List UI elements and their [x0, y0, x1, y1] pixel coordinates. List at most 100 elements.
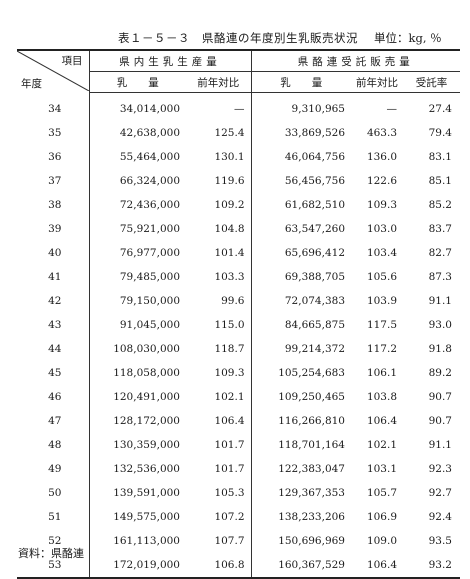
table-row: 41 79,485,000 103.3 69,388,705 105.6 87.3 [17, 265, 460, 289]
prefecture-milk-cell: 118,058,000 [113, 367, 180, 379]
corner-item-label: 項目 [61, 55, 83, 67]
prefecture-ratio-cell: 115.0 [214, 319, 245, 331]
federation-ratio-cell: 106.9 [366, 511, 397, 523]
diagonal-divider [17, 51, 89, 91]
consignment-rate-cell: 85.1 [428, 175, 452, 187]
consignment-rate-cell: 93.5 [428, 535, 452, 547]
consignment-rate-cell: 91.1 [428, 439, 452, 451]
consignment-rate-cell: 90.7 [428, 415, 452, 427]
table-row: 52 161,113,000 107.7 150,696,969 109.0 93.5 [17, 529, 460, 553]
federation-milk-cell: 61,682,510 [250, 193, 351, 217]
federation-milk-cell: 33,869,526 [250, 121, 351, 145]
federation-ratio-cell: 106.1 [366, 367, 397, 379]
federation-ratio-cell: 103.1 [366, 463, 397, 475]
col-header-ratio1: 前年対比 [186, 71, 251, 93]
table-row: 48 130,359,000 101.7 118,701,164 102.1 91.1 [17, 433, 460, 457]
prefecture-milk-cell: 132,536,000 [113, 463, 180, 475]
federation-milk-cell: 129,367,353 [250, 481, 351, 505]
federation-ratio-cell: 105.7 [366, 487, 397, 499]
prefecture-ratio-cell: 119.6 [214, 175, 245, 187]
col-header-ratio2: 前年対比 [351, 71, 403, 93]
year-cell: 48 [17, 433, 90, 457]
prefecture-ratio-cell: 106.8 [186, 553, 251, 579]
consignment-rate-cell: 93.2 [403, 553, 460, 579]
prefecture-milk-cell: 161,113,000 [113, 535, 180, 547]
federation-ratio-cell: 109.0 [366, 535, 397, 547]
prefecture-ratio-cell: 105.3 [214, 487, 245, 499]
col-header-rate: 受託率 [403, 71, 460, 93]
federation-ratio-cell: 136.0 [366, 151, 397, 163]
year-cell: 41 [17, 265, 90, 289]
prefecture-milk-cell: 66,324,000 [119, 175, 180, 187]
consignment-rate-cell: 83.1 [428, 151, 452, 163]
table-row: 50 139,591,000 105.3 129,367,353 105.7 92.7 [17, 481, 460, 505]
year-cell: 49 [17, 457, 90, 481]
consignment-rate-cell: 91.8 [428, 343, 452, 355]
prefecture-milk-cell: 128,172,000 [113, 415, 180, 427]
federation-milk-cell: 46,064,756 [250, 145, 351, 169]
federation-ratio-cell: — [386, 103, 398, 115]
col-header-milk2: 乳 量 [250, 71, 351, 93]
table-row: 37 66,324,000 119.6 56,456,756 122.6 85.1 [17, 169, 460, 193]
year-cell: 45 [17, 361, 90, 385]
federation-ratio-cell: 106.4 [366, 415, 397, 427]
federation-ratio-cell: 103.8 [366, 391, 397, 403]
consignment-rate-cell: 83.7 [428, 223, 452, 235]
federation-ratio-cell: 109.3 [366, 199, 397, 211]
federation-milk-cell: 122,383,047 [250, 457, 351, 481]
prefecture-ratio-cell: 101.7 [214, 463, 245, 475]
federation-ratio-cell: 463.3 [366, 127, 397, 139]
federation-milk-cell: 109,250,465 [250, 385, 351, 409]
prefecture-milk-cell: 34,014,000 [119, 103, 180, 115]
table-row: 36 55,464,000 130.1 46,064,756 136.0 83.1 [17, 145, 460, 169]
year-cell: 44 [17, 337, 90, 361]
prefecture-milk-cell: 55,464,000 [119, 151, 180, 163]
consignment-rate-cell: 92.4 [428, 511, 452, 523]
federation-milk-cell: 105,254,683 [250, 361, 351, 385]
federation-ratio-cell: 106.4 [351, 553, 403, 579]
prefecture-ratio-cell: 101.7 [214, 439, 245, 451]
federation-ratio-cell: 105.6 [366, 271, 397, 283]
consignment-rate-cell: 93.0 [428, 319, 452, 331]
milk-sales-table: 項目 年度 県内生乳生産量 県酪連受託販売量 乳 量 前年対比 乳 量 前年対比… [17, 49, 460, 579]
year-cell: 37 [17, 169, 90, 193]
prefecture-milk-cell: 139,591,000 [113, 487, 180, 499]
unit-label: 単位：kg, ％ [374, 31, 442, 45]
table-row: 47 128,172,000 106.4 116,266,810 106.4 90.7 [17, 409, 460, 433]
consignment-rate-cell: 85.2 [428, 199, 452, 211]
table-body: 34 34,014,000 — 9,310,965 — 27.4 35 42,638,000 1… [17, 92, 460, 579]
prefecture-milk-cell: 91,045,000 [119, 319, 180, 331]
year-cell: 53 [17, 553, 90, 579]
federation-milk-cell: 150,696,969 [250, 529, 351, 553]
table-row: 43 91,045,000 115.0 84,665,875 117.5 93.0 [17, 313, 460, 337]
year-cell: 35 [17, 121, 90, 145]
year-cell: 40 [17, 241, 90, 265]
corner-year-label: 年度 [21, 77, 42, 90]
prefecture-ratio-cell: 125.4 [214, 127, 245, 139]
table-row: 42 79,150,000 99.6 72,074,383 103.9 91.1 [17, 289, 460, 313]
consignment-rate-cell: 87.3 [428, 271, 452, 283]
prefecture-ratio-cell: 99.6 [221, 295, 245, 307]
corner-header-cell: 項目 年度 [17, 50, 90, 93]
federation-ratio-cell: 103.9 [366, 295, 397, 307]
federation-milk-cell: 65,696,412 [250, 241, 351, 265]
prefecture-milk-cell: 130,359,000 [113, 439, 180, 451]
federation-milk-cell: 160,367,529 [250, 553, 351, 579]
table-row: 35 42,638,000 125.4 33,869,526 463.3 79.4 [17, 121, 460, 145]
federation-milk-cell: 138,233,206 [250, 505, 351, 529]
federation-milk-cell: 116,266,810 [250, 409, 351, 433]
table-row: 40 76,977,000 101.4 65,696,412 103.4 82.7 [17, 241, 460, 265]
prefecture-ratio-cell: 109.2 [214, 199, 245, 211]
federation-ratio-cell: 103.4 [366, 247, 397, 259]
table-row: 34 34,014,000 — 9,310,965 — 27.4 [17, 92, 460, 121]
table-row: 51 149,575,000 107.2 138,233,206 106.9 92.4 [17, 505, 460, 529]
federation-milk-cell: 63,547,260 [250, 217, 351, 241]
table-row: 49 132,536,000 101.7 122,383,047 103.1 92.3 [17, 457, 460, 481]
consignment-rate-cell: 89.2 [428, 367, 452, 379]
consignment-rate-cell: 27.4 [428, 103, 452, 115]
prefecture-ratio-cell: 102.1 [214, 391, 245, 403]
year-cell: 50 [17, 481, 90, 505]
prefecture-ratio-cell: 106.4 [214, 415, 245, 427]
table-title: 表１－５－３ 県酪連の年度別生乳販売状況 [118, 31, 358, 45]
federation-ratio-cell: 122.6 [366, 175, 397, 187]
